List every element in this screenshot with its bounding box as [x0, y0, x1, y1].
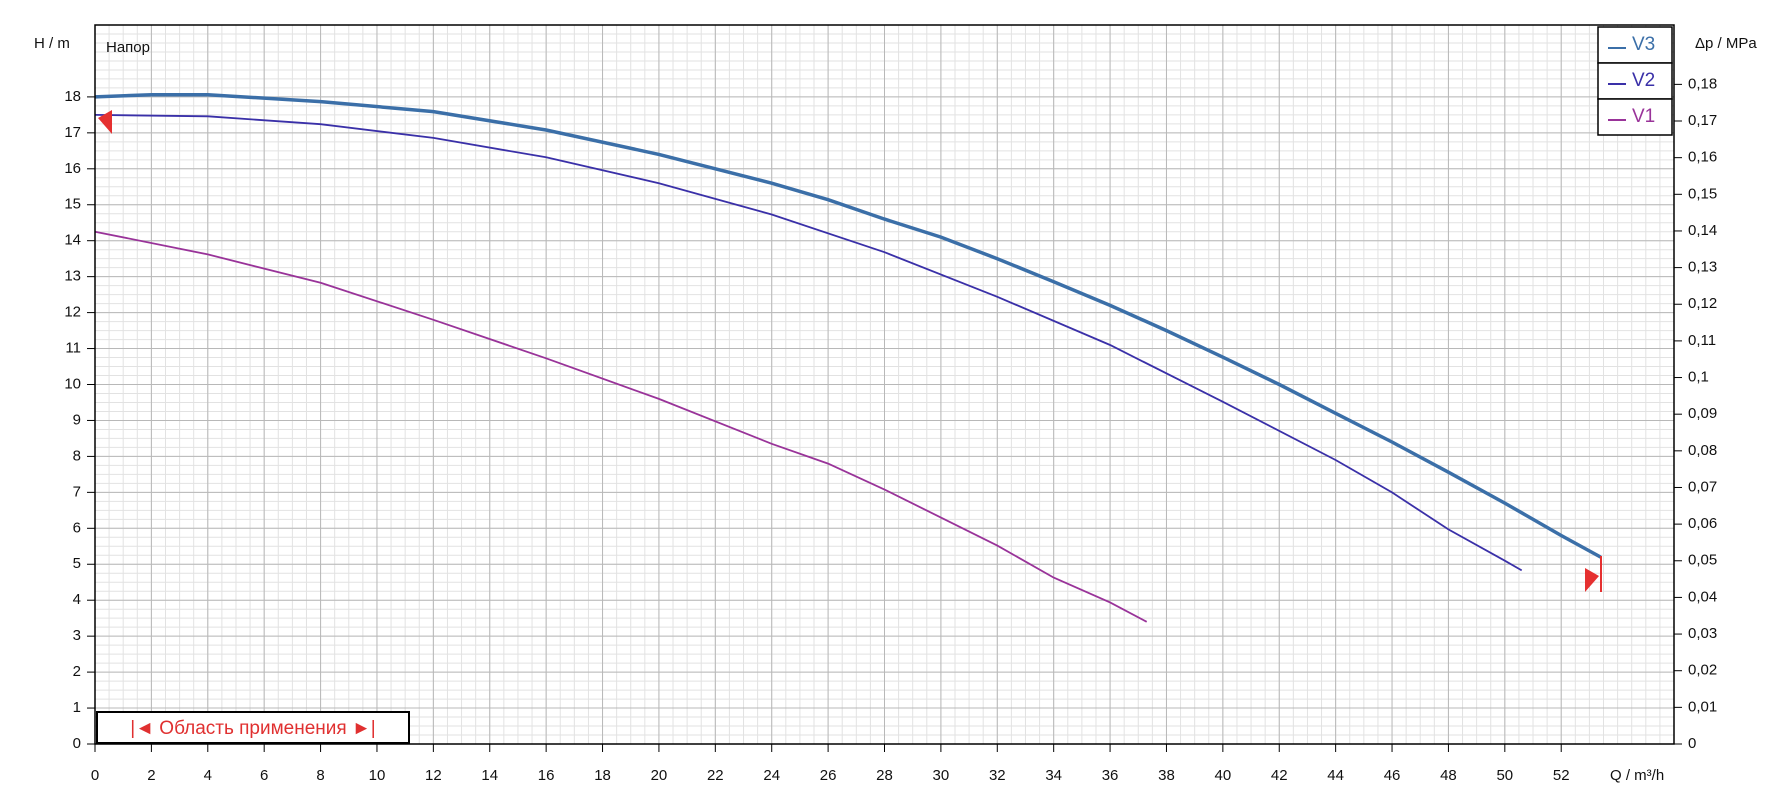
y-tick-label: 17 — [64, 124, 81, 141]
annotation: |◄ Область применения ►| — [130, 718, 375, 739]
legend-label: V3 — [1632, 34, 1655, 55]
y2-tick-label: 0,17 — [1688, 112, 1717, 129]
x-tick-label: 50 — [1496, 767, 1513, 784]
x-tick-label: 34 — [1045, 767, 1062, 784]
y2-tick-label: 0,14 — [1688, 222, 1717, 239]
y-tick-label: 0 — [73, 735, 81, 752]
y2-tick-label: 0,09 — [1688, 405, 1717, 422]
x-axis-label: Q / m³/h — [1610, 767, 1664, 784]
x-tick-label: 38 — [1158, 767, 1175, 784]
x-tick-label: 30 — [933, 767, 950, 784]
y-tick-label: 10 — [64, 375, 81, 392]
x-tick-label: 32 — [989, 767, 1006, 784]
curves — [94, 92, 1602, 623]
y2-tick-label: 0,18 — [1688, 75, 1717, 92]
y-tick-label: 4 — [73, 591, 81, 608]
y2-tick-label: 0 — [1688, 735, 1696, 752]
y-tick-label: 1 — [73, 699, 81, 716]
x-tick-label: 2 — [147, 767, 155, 784]
x-tick-label: 20 — [651, 767, 668, 784]
y2-axis-label: Δp / MPa — [1695, 35, 1757, 52]
y-tick-label: 7 — [73, 483, 81, 500]
legend-item-box — [1597, 98, 1673, 136]
y-axis-label: H / m — [34, 35, 70, 52]
annotation-box — [96, 711, 410, 744]
x-tick-label: 22 — [707, 767, 724, 784]
y-tick-label: 14 — [64, 232, 81, 249]
y2-tick-label: 0,12 — [1688, 295, 1717, 312]
y-tick-label: 16 — [64, 160, 81, 177]
x-tick-label: 8 — [316, 767, 324, 784]
y-tick-label: 15 — [64, 196, 81, 213]
range-marker — [1585, 568, 1599, 592]
x-tick-label: 24 — [763, 767, 780, 784]
x-tick-label: 26 — [820, 767, 837, 784]
y-tick-label: 18 — [64, 88, 81, 105]
y2-tick-label: 0,05 — [1688, 552, 1717, 569]
y2-tick-label: 0,01 — [1688, 698, 1717, 715]
y2-tick-label: 0,11 — [1688, 332, 1716, 349]
y-tick-label: 9 — [73, 411, 81, 428]
curve — [94, 92, 1602, 559]
curve — [94, 230, 1148, 623]
y-tick-label: 8 — [73, 447, 81, 464]
range-marker — [98, 110, 112, 134]
x-tick-label: 18 — [594, 767, 611, 784]
y2-tick-label: 0,08 — [1688, 442, 1717, 459]
y2-tick-label: 0,04 — [1688, 588, 1717, 605]
y-tick-label: 3 — [73, 627, 81, 644]
x-tick-label: 36 — [1102, 767, 1119, 784]
chart-title: Напор — [106, 39, 150, 56]
curve — [94, 114, 1523, 572]
x-tick-label: 40 — [1215, 767, 1232, 784]
y-tick-label: 2 — [73, 663, 81, 680]
x-tick-label: 12 — [425, 767, 442, 784]
x-tick-label: 28 — [876, 767, 893, 784]
y-tick-label: 11 — [65, 340, 81, 357]
y2-tick-label: 0,07 — [1688, 478, 1717, 495]
grid — [94, 25, 1674, 745]
y-tick-label: 5 — [73, 555, 81, 572]
y-tick-label: 6 — [73, 519, 81, 536]
y-tick-label: 12 — [64, 304, 81, 321]
x-tick-label: 44 — [1327, 767, 1344, 784]
legend-label: V1 — [1632, 106, 1655, 127]
legend: V3 V2 V1 — [1597, 26, 1673, 136]
y2-tick-label: 0,06 — [1688, 515, 1717, 532]
y-tick-label: 13 — [64, 268, 81, 285]
y2-tick-label: 0,15 — [1688, 185, 1717, 202]
y2-tick-label: 0,13 — [1688, 259, 1717, 276]
x-tick-label: 10 — [369, 767, 386, 784]
x-tick-label: 4 — [204, 767, 212, 784]
x-tick-label: 48 — [1440, 767, 1457, 784]
x-tick-label: 16 — [538, 767, 555, 784]
y2-tick-label: 0,16 — [1688, 149, 1717, 166]
x-tick-label: 46 — [1384, 767, 1401, 784]
x-tick-label: 0 — [91, 767, 99, 784]
legend-label: V2 — [1632, 70, 1655, 91]
x-tick-label: 6 — [260, 767, 268, 784]
x-tick-label: 42 — [1271, 767, 1288, 784]
y2-tick-label: 0,03 — [1688, 625, 1717, 642]
y2-tick-label: 0,02 — [1688, 662, 1717, 679]
legend-item-box — [1597, 62, 1673, 100]
x-tick-label: 52 — [1553, 767, 1570, 784]
y2-tick-label: 0,1 — [1688, 369, 1709, 386]
x-tick-label: 14 — [481, 767, 498, 784]
